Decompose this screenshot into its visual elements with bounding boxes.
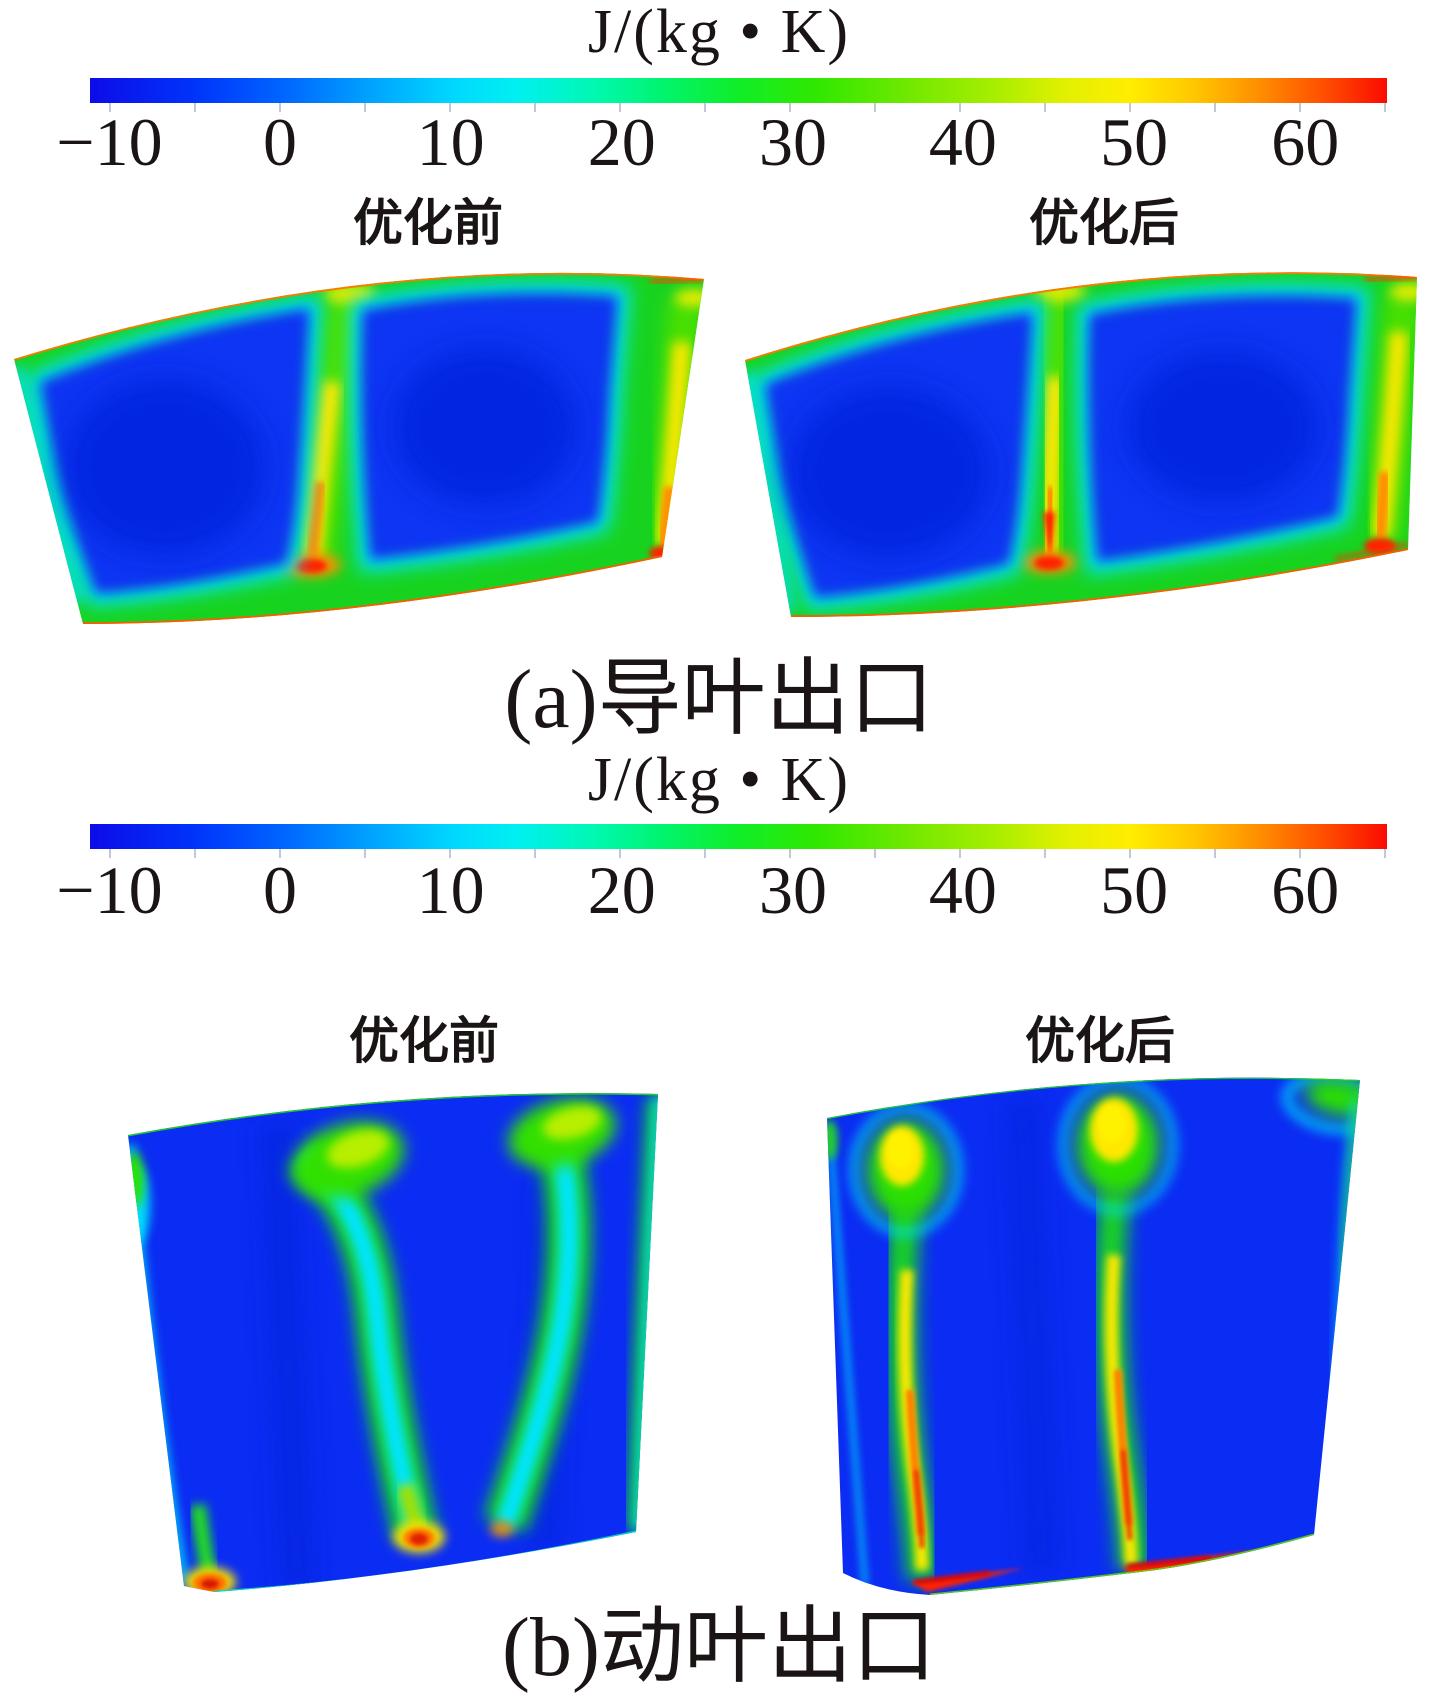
colorbar-ticklabels-b: −10 0 10 20 30 40 50 60: [56, 850, 1387, 930]
colorbar-gradient-b: [90, 824, 1387, 849]
panel-label-b-before: 优化前: [349, 1013, 499, 1069]
panel-label-a-after: 优化后: [1029, 195, 1179, 251]
tick-label: 30: [758, 104, 827, 180]
contour-field: [745, 272, 1417, 617]
colorbar-ticklabels-a: −10 0 10 20 30 40 50 60: [56, 102, 1387, 182]
tick-label: 20: [587, 852, 656, 928]
tick-label: 40: [928, 104, 997, 180]
colorbar-gradient-a: [90, 78, 1387, 103]
panel-label-b-after: 优化后: [1025, 1013, 1175, 1069]
caption-b: (b)动叶出口: [502, 1601, 936, 1694]
tick-label: 10: [416, 104, 485, 180]
tick-label: 50: [1100, 104, 1169, 180]
tick-label: 0: [263, 852, 297, 928]
tick-label: 60: [1271, 104, 1340, 180]
tick-label: 60: [1271, 852, 1340, 928]
contour-field: [128, 1093, 658, 1592]
contour-plot-a-after: [745, 272, 1417, 617]
tick-label: −10: [56, 104, 163, 180]
tick-label: 20: [587, 104, 656, 180]
contour-field: [14, 272, 704, 625]
tick-label: 10: [416, 852, 485, 928]
contour-plot-a-before: [14, 272, 704, 625]
contour-plot-b-after: [827, 1077, 1360, 1595]
tick-label: 30: [758, 852, 827, 928]
panel-label-a-before: 优化前: [353, 195, 503, 251]
colorbar-title-b: J/(kg • K): [587, 746, 851, 814]
colorbar-tickmarks-a: [90, 103, 1387, 112]
caption-a: (a)导叶出口: [504, 653, 934, 746]
colorbar-title-a: J/(kg • K): [587, 0, 851, 66]
tick-label: 40: [928, 852, 997, 928]
contour-plot-b-before: [128, 1093, 658, 1592]
contour-field: [827, 1077, 1360, 1595]
tick-label: 50: [1100, 852, 1169, 928]
tick-label: −10: [56, 852, 163, 928]
tick-label: 0: [263, 104, 297, 180]
colorbar-tickmarks-b: [90, 849, 1387, 858]
